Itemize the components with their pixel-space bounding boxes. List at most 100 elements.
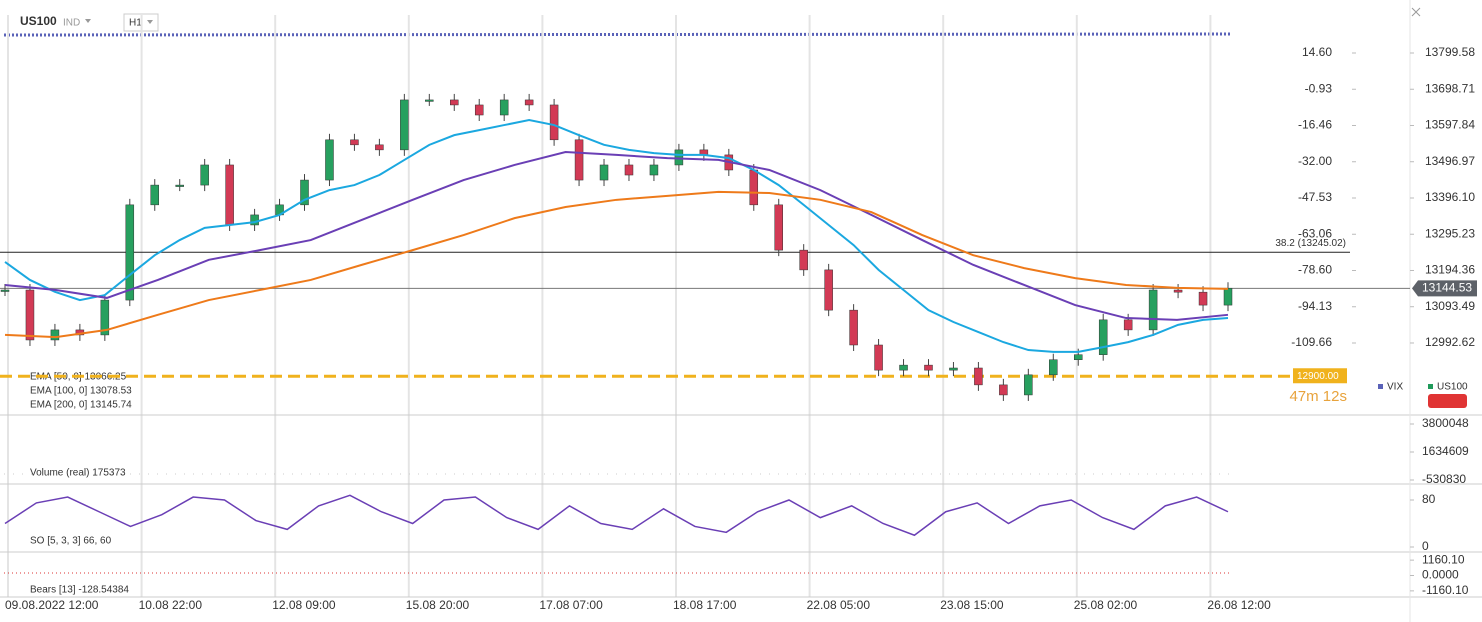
candle — [325, 139, 334, 181]
ema-line — [4, 151, 1229, 321]
candle — [549, 104, 559, 141]
candle — [1049, 359, 1058, 376]
candle — [974, 367, 983, 386]
candle — [849, 309, 858, 346]
y2-tick-label: -78.60 — [1298, 263, 1332, 277]
candle — [125, 204, 135, 301]
y-tick-label: 13194.36 — [1425, 263, 1475, 277]
countdown: 47m 12s — [1289, 388, 1347, 405]
candle — [225, 164, 234, 226]
legend-label[interactable]: US100 — [1437, 382, 1468, 393]
y2-tick-label: -16.46 — [1298, 118, 1332, 132]
so-line — [4, 494, 1229, 537]
candle — [799, 249, 808, 271]
y-tick-label: 12992.62 — [1425, 335, 1475, 349]
candle — [874, 344, 883, 371]
y2-tick-label: -63.06 — [1298, 226, 1332, 240]
price-tag-label: 13144.53 — [1422, 281, 1472, 295]
candle — [50, 329, 60, 341]
bears-label: Bears [13] -128.54384 — [30, 585, 129, 596]
candle — [300, 179, 309, 206]
candle — [200, 164, 209, 186]
y2-tick-label: -109.66 — [1291, 335, 1332, 349]
candle — [1098, 319, 1108, 355]
x-tick-label: 10.08 22:00 — [139, 598, 203, 612]
x-tick-label: 12.08 09:00 — [272, 598, 336, 612]
candle — [1148, 289, 1158, 331]
candle — [400, 99, 409, 151]
candle — [674, 149, 684, 166]
candle — [0, 289, 10, 292]
legend-swatch — [1428, 384, 1433, 389]
y-tick-label: 13698.71 — [1425, 81, 1475, 95]
x-tick-label: 23.08 15:00 — [940, 598, 1004, 612]
x-tick-label: 09.08.2022 12:00 — [5, 598, 99, 612]
ema-line — [4, 190, 1229, 339]
timeframe-dropdown[interactable] — [147, 20, 153, 24]
y-tick-label: 13799.58 — [1425, 45, 1475, 59]
candle — [150, 184, 160, 206]
candle — [649, 164, 659, 176]
x-tick-label: 15.08 20:00 — [406, 598, 470, 612]
y-tick-label: 0.0000 — [1422, 568, 1459, 582]
legend-label[interactable]: VIX — [1387, 382, 1403, 393]
so-label: SO [5, 3, 3] 66, 60 — [30, 536, 112, 547]
candle — [499, 99, 509, 116]
candle — [350, 139, 359, 146]
y2-tick-label: -32.00 — [1298, 154, 1332, 168]
candle — [949, 367, 958, 371]
candle — [375, 144, 384, 151]
alert-tag — [1293, 368, 1347, 384]
candle — [1123, 319, 1133, 331]
y-tick-label: 13093.49 — [1425, 299, 1475, 313]
candle — [25, 289, 35, 341]
candle — [450, 99, 459, 106]
symbol-dropdown[interactable] — [85, 19, 91, 23]
candle — [574, 139, 584, 181]
y-tick-label: 1634609 — [1422, 444, 1469, 458]
candle — [474, 104, 484, 116]
candle — [924, 364, 933, 371]
close-icon[interactable] — [1411, 7, 1421, 17]
candle — [524, 99, 534, 106]
y-tick-label: 13496.97 — [1425, 154, 1475, 168]
x-tick-label: 22.08 05:00 — [807, 598, 871, 612]
candle — [425, 99, 434, 102]
candle — [1173, 289, 1183, 293]
timeframe[interactable]: H1 — [129, 18, 142, 29]
candle — [1198, 291, 1208, 306]
volume-label: Volume (real) 175373 — [30, 468, 126, 479]
x-tick-label: 25.08 02:00 — [1074, 598, 1138, 612]
y2-tick-label: -0.93 — [1305, 81, 1333, 95]
vix-line — [3, 32, 1231, 37]
y-tick-label: 1160.10 — [1422, 552, 1465, 566]
candle — [774, 204, 783, 251]
candle — [999, 384, 1008, 396]
candle — [899, 364, 908, 371]
price-tag — [1412, 280, 1477, 297]
symbol[interactable]: US100 — [20, 14, 57, 28]
x-tick-label: 26.08 12:00 — [1207, 598, 1271, 612]
x-tick-label: 18.08 17:00 — [673, 598, 737, 612]
candle — [824, 269, 833, 311]
y-tick-label: 13295.23 — [1425, 226, 1475, 240]
candle — [100, 299, 110, 336]
candle — [250, 214, 259, 226]
ema-line — [4, 119, 1229, 353]
candle — [1073, 354, 1083, 360]
y-tick-label: -530830 — [1422, 472, 1466, 486]
legend-color-box[interactable] — [1428, 394, 1467, 408]
ema-label: EMA [200, 0] 13145.74 — [30, 400, 132, 411]
fib-label: 38.2 (13245.02) — [1275, 238, 1346, 249]
candle — [1223, 287, 1233, 306]
candle — [175, 184, 184, 187]
candle — [1024, 374, 1033, 396]
candle — [749, 169, 759, 206]
alert-tag-label: 12900.00 — [1297, 371, 1339, 382]
candle — [624, 164, 634, 176]
legend-swatch — [1378, 384, 1383, 389]
y-tick-label: 3800048 — [1422, 416, 1469, 430]
